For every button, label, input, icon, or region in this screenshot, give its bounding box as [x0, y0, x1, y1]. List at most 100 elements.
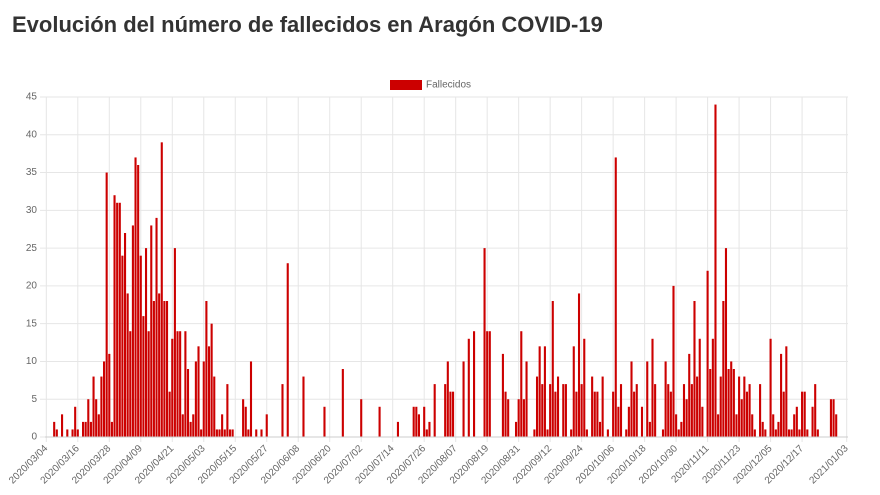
- bar: [87, 399, 90, 437]
- bar: [711, 338, 714, 437]
- bar: [173, 248, 176, 437]
- bar: [714, 104, 717, 438]
- bar: [76, 429, 79, 437]
- bar: [473, 331, 476, 437]
- bar: [688, 353, 691, 437]
- bar: [160, 142, 163, 438]
- bar: [84, 421, 87, 437]
- bar: [764, 429, 767, 437]
- bar: [102, 361, 106, 437]
- bar: [433, 384, 436, 437]
- bar: [761, 421, 764, 437]
- bar: [667, 384, 670, 437]
- bar: [113, 195, 116, 437]
- bar: [759, 384, 762, 437]
- bar: [105, 172, 108, 438]
- x-tick-label: 2021/01/03: [807, 443, 850, 486]
- bar: [832, 399, 835, 437]
- y-tick-label: 45: [26, 92, 38, 103]
- bar: [134, 157, 137, 437]
- bar: [231, 429, 234, 437]
- bar: [396, 421, 400, 437]
- bar: [619, 384, 623, 437]
- bar: [543, 346, 546, 437]
- bar: [223, 429, 226, 437]
- y-tick-label: 35: [26, 167, 38, 178]
- bar: [228, 429, 232, 437]
- bar: [242, 399, 245, 437]
- bar: [55, 429, 58, 437]
- bar: [200, 429, 203, 437]
- bar: [192, 414, 195, 437]
- bar: [533, 429, 536, 437]
- bar: [790, 429, 793, 437]
- bar: [163, 301, 166, 437]
- bar: [585, 429, 588, 437]
- bar: [181, 414, 184, 437]
- bar: [614, 157, 617, 437]
- y-tick-label: 20: [26, 281, 38, 292]
- bar: [142, 316, 145, 437]
- bar: [738, 376, 741, 437]
- bar: [425, 429, 428, 437]
- bar: [572, 346, 575, 437]
- bar: [706, 270, 709, 437]
- bar: [260, 429, 263, 437]
- bar: [202, 361, 205, 437]
- bar: [189, 421, 192, 437]
- bar: [780, 353, 783, 437]
- bar: [546, 429, 549, 437]
- bar: [522, 399, 525, 437]
- bar: [446, 361, 449, 437]
- bar: [412, 406, 415, 437]
- bar: [787, 429, 791, 437]
- bar: [814, 384, 817, 437]
- bar: [556, 376, 560, 437]
- bar: [727, 369, 730, 437]
- bar: [669, 391, 672, 437]
- bar: [785, 346, 788, 437]
- bar: [525, 361, 528, 437]
- bar: [147, 331, 150, 437]
- bar: [549, 384, 552, 437]
- bar: [249, 361, 253, 437]
- bar: [341, 369, 344, 437]
- bar: [61, 414, 64, 437]
- bar: [92, 376, 95, 437]
- y-tick-label: 25: [26, 243, 38, 254]
- bar: [630, 361, 633, 437]
- bar: [226, 384, 229, 437]
- bar: [360, 399, 363, 437]
- bar: [635, 384, 638, 437]
- bar: [740, 399, 743, 437]
- bar: [504, 391, 507, 437]
- bar: [323, 406, 326, 437]
- legend-swatch: [390, 80, 422, 90]
- bar: [520, 331, 523, 437]
- y-tick-label: 5: [31, 394, 37, 405]
- bar: [625, 429, 628, 437]
- bar: [150, 225, 153, 437]
- bar: [218, 429, 221, 437]
- bar: [601, 376, 604, 437]
- bar: [428, 421, 431, 437]
- bar: [717, 414, 720, 437]
- bar: [835, 414, 838, 437]
- bar: [207, 346, 211, 437]
- bar: [197, 346, 200, 437]
- bar: [152, 301, 155, 437]
- bar: [672, 285, 675, 437]
- bar: [97, 414, 100, 437]
- bar: [696, 376, 699, 437]
- bar: [701, 406, 704, 437]
- bar: [110, 421, 113, 437]
- bar: [538, 346, 541, 437]
- bar: [591, 376, 594, 437]
- bar: [501, 353, 504, 437]
- bar: [74, 406, 77, 437]
- bar: [415, 406, 418, 437]
- bar: [730, 361, 733, 437]
- bar: [126, 293, 129, 437]
- bar: [682, 384, 686, 437]
